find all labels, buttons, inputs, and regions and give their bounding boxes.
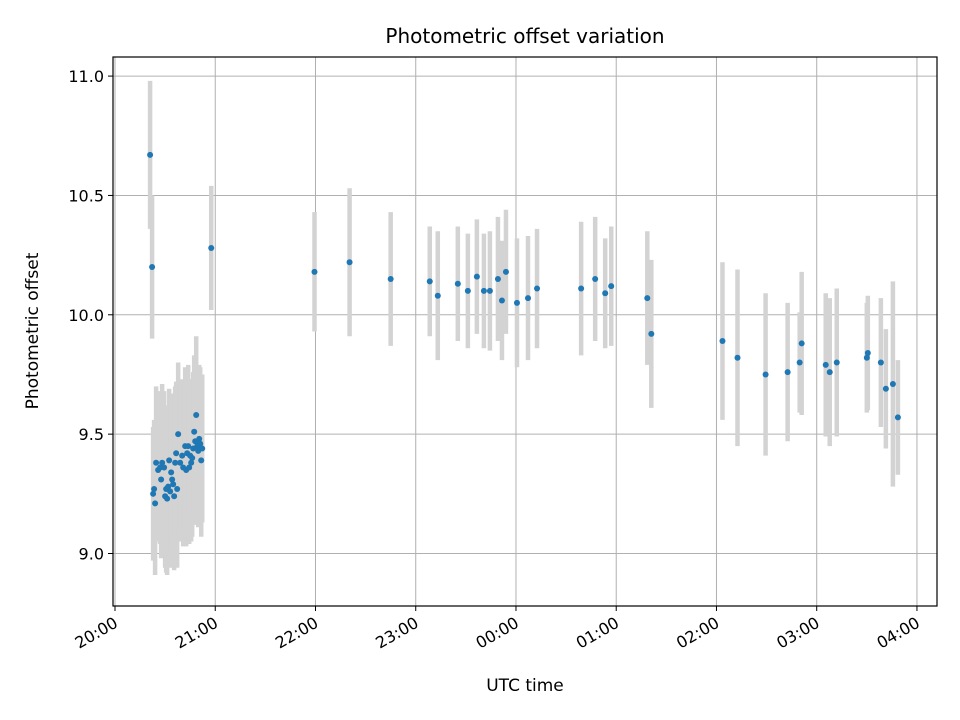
data-point bbox=[150, 490, 157, 497]
data-point bbox=[174, 486, 181, 493]
data-point bbox=[863, 354, 870, 361]
data-point bbox=[578, 285, 585, 292]
data-point bbox=[158, 476, 165, 483]
data-point bbox=[188, 459, 195, 466]
data-point bbox=[513, 299, 520, 306]
data-point bbox=[864, 349, 871, 356]
data-point bbox=[208, 244, 215, 251]
data-point bbox=[644, 295, 651, 302]
data-point bbox=[502, 268, 509, 275]
data-point bbox=[833, 359, 840, 366]
data-point bbox=[882, 385, 889, 392]
data-point bbox=[602, 290, 609, 297]
data-point bbox=[177, 459, 184, 466]
x-tick-label: 00:00 bbox=[473, 613, 522, 653]
data-point bbox=[167, 488, 174, 495]
y-tick-label: 10.0 bbox=[68, 306, 104, 325]
x-tick-label: 04:00 bbox=[874, 613, 923, 653]
data-point bbox=[186, 464, 193, 471]
data-point bbox=[172, 459, 179, 466]
data-point bbox=[164, 495, 171, 502]
x-tick-label: 01:00 bbox=[573, 613, 622, 653]
data-point bbox=[168, 469, 175, 476]
data-point bbox=[473, 273, 480, 280]
x-tick-label: 03:00 bbox=[773, 613, 822, 653]
x-tick-label: 20:00 bbox=[72, 613, 121, 653]
data-point bbox=[165, 483, 172, 490]
plot-frame bbox=[112, 56, 938, 607]
data-point bbox=[175, 431, 182, 438]
data-point bbox=[464, 287, 471, 294]
data-point bbox=[179, 452, 186, 459]
data-point bbox=[798, 340, 805, 347]
data-point bbox=[387, 275, 394, 282]
data-point bbox=[826, 369, 833, 376]
data-point bbox=[152, 500, 159, 507]
y-tick-label: 9.0 bbox=[79, 544, 104, 563]
data-point bbox=[894, 414, 901, 421]
data-point bbox=[199, 445, 206, 452]
data-point bbox=[426, 278, 433, 285]
error-bars bbox=[147, 80, 901, 575]
data-point bbox=[498, 297, 505, 304]
data-points bbox=[147, 151, 901, 507]
data-point bbox=[185, 443, 192, 450]
data-point bbox=[151, 486, 158, 493]
data-point bbox=[191, 428, 198, 435]
data-point bbox=[762, 371, 769, 378]
data-point bbox=[161, 464, 168, 471]
data-point bbox=[434, 292, 441, 299]
chart-title: Photometric offset variation bbox=[385, 24, 664, 48]
data-point bbox=[734, 354, 741, 361]
x-axis-label: UTC time bbox=[486, 676, 564, 696]
data-point bbox=[534, 285, 541, 292]
data-point bbox=[719, 338, 726, 345]
x-tick-label: 02:00 bbox=[673, 613, 722, 653]
data-point bbox=[193, 412, 200, 419]
y-tick-label: 9.5 bbox=[79, 425, 104, 444]
data-point bbox=[159, 459, 166, 466]
y-tick-label: 11.0 bbox=[68, 67, 104, 86]
data-point bbox=[166, 457, 173, 464]
data-point bbox=[346, 259, 353, 266]
data-point bbox=[311, 268, 318, 275]
data-point bbox=[608, 283, 615, 290]
y-axis-ticks: 9.0 9.5 10.0 10.5 11.0 bbox=[68, 67, 113, 563]
x-axis-ticks: 20:00 21:00 22:00 23:00 00:00 01:00 02:00 03:00… bbox=[72, 606, 923, 653]
data-point bbox=[198, 457, 205, 464]
data-point bbox=[822, 361, 829, 368]
data-point bbox=[454, 280, 461, 287]
y-tick-label: 10.5 bbox=[68, 186, 104, 205]
y-axis-label: Photometric offset bbox=[23, 252, 43, 409]
data-point bbox=[173, 450, 180, 457]
data-point bbox=[169, 476, 176, 483]
data-point bbox=[197, 440, 204, 447]
x-tick-label: 21:00 bbox=[172, 613, 221, 653]
x-tick-label: 23:00 bbox=[372, 613, 421, 653]
data-point bbox=[196, 435, 203, 442]
data-point bbox=[796, 359, 803, 366]
data-point bbox=[592, 275, 599, 282]
data-point bbox=[494, 275, 501, 282]
data-point bbox=[877, 359, 884, 366]
data-point bbox=[889, 381, 896, 388]
data-point bbox=[525, 295, 532, 302]
x-tick-label: 22:00 bbox=[272, 613, 321, 653]
data-point bbox=[170, 481, 177, 488]
data-point bbox=[189, 455, 196, 462]
data-point bbox=[784, 369, 791, 376]
data-point bbox=[648, 330, 655, 337]
data-point bbox=[147, 151, 154, 158]
data-point bbox=[171, 493, 178, 500]
grid bbox=[113, 57, 937, 606]
data-point bbox=[480, 287, 487, 294]
data-point bbox=[153, 459, 160, 466]
data-point bbox=[486, 287, 493, 294]
data-point bbox=[149, 264, 156, 271]
